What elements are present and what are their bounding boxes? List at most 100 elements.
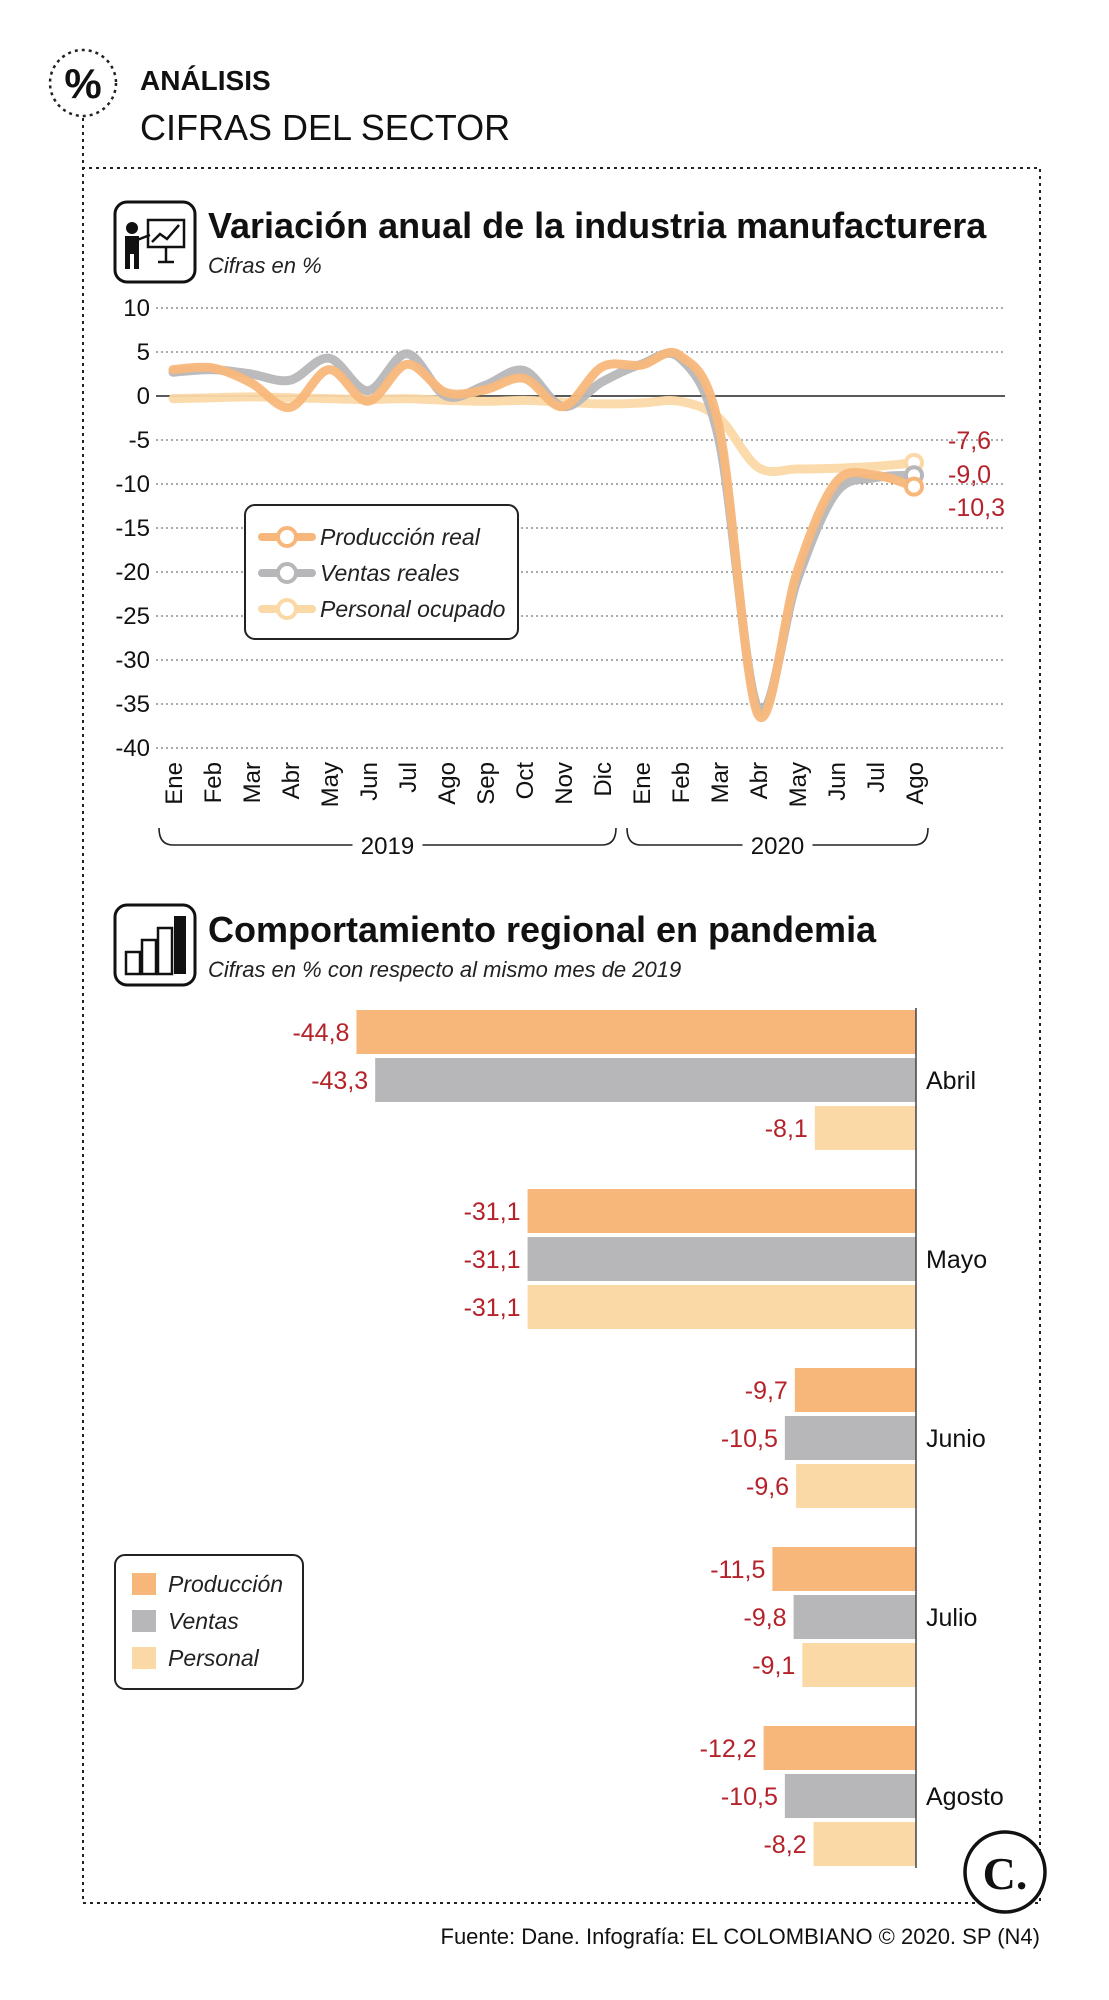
value-produccion-junio: -9,7 — [745, 1377, 788, 1405]
x-tick-label: Jun — [356, 762, 383, 801]
x-tick-label: Mar — [707, 762, 734, 803]
value-personal-julio: -9,1 — [752, 1652, 795, 1680]
y-tick-label: -30 — [115, 647, 150, 674]
legend-swatch — [132, 1647, 156, 1669]
x-tick-label: Ene — [161, 762, 188, 805]
x-tick-label: May — [785, 762, 812, 807]
year-bracket-right — [422, 827, 617, 846]
y-tick-label: -25 — [115, 603, 150, 630]
bar-produccion-mayo — [527, 1189, 916, 1233]
bar-value-labels: -44,8 -43,3 -8,1 -31,1 -31,1 -31,1 -9,7 -10,5 -9… — [292, 1019, 807, 1859]
y-tick-label: -5 — [129, 427, 150, 454]
bar-chart: -44,8 -43,3 -8,1 -31,1 -31,1 -31,1 -9,7 -10,5 -9… — [114, 1008, 1004, 1868]
value-produccion-agosto: -12,2 — [700, 1735, 757, 1763]
year-label: 2020 — [751, 833, 804, 860]
bars — [356, 1010, 917, 1866]
bar-chart-title: Comportamiento regional en pandemia — [208, 909, 877, 950]
value-ventas-agosto: -10,5 — [721, 1783, 778, 1811]
x-tick-label: Dic — [590, 762, 617, 797]
logo-text: C. — [983, 1848, 1028, 1899]
year-bracket-left — [158, 827, 353, 846]
ventas-end-label: -9,0 — [948, 461, 991, 489]
legend-marker — [276, 598, 298, 620]
month-label-mayo: Mayo — [926, 1246, 987, 1274]
legend-swatch — [132, 1573, 156, 1595]
x-tick-label: Oct — [512, 762, 539, 800]
value-personal-abril: -8,1 — [765, 1115, 808, 1143]
value-ventas-abril: -43,3 — [311, 1067, 368, 1095]
x-tick-label: Jul — [863, 762, 890, 793]
bar-chart-subtitle: Cifras en % con respecto al mismo mes de… — [208, 957, 681, 982]
value-ventas-julio: -9,8 — [744, 1604, 787, 1632]
month-label-agosto: Agosto — [926, 1783, 1004, 1811]
bar-legend: Producción Ventas Personal — [114, 1554, 304, 1690]
bar-produccion-abril — [356, 1010, 916, 1054]
x-tick-label: Sep — [473, 762, 500, 805]
legend-label: Ventas — [168, 1608, 239, 1634]
value-produccion-abril: -44,8 — [292, 1019, 349, 1047]
series-lines — [168, 347, 924, 722]
x-tick-label: Feb — [668, 762, 695, 803]
y-tick-label: 5 — [137, 339, 150, 366]
y-tick-label: -10 — [115, 471, 150, 498]
value-personal-agosto: -8,2 — [763, 1831, 806, 1859]
x-tick-label: Mar — [239, 762, 266, 803]
bar-legend-personal: Personal — [132, 1645, 260, 1671]
page-title: CIFRAS DEL SECTOR — [140, 107, 510, 148]
x-tick-label: Feb — [200, 762, 227, 803]
x-tick-label: May — [317, 762, 344, 807]
value-ventas-junio: -10,5 — [721, 1425, 778, 1453]
line-chart-subtitle: Cifras en % — [208, 253, 322, 278]
value-personal-mayo: -31,1 — [464, 1294, 521, 1322]
bar-growth-icon-glyph — [124, 916, 186, 976]
legend-marker — [276, 562, 298, 584]
legend-label: Personal ocupado — [320, 596, 506, 622]
x-tick-labels: Ene Feb Mar Abr May Jun Jul Ago Sep Oct Nov Dic Ene F… — [161, 762, 929, 808]
bar-legend-box — [114, 1554, 304, 1690]
y-tick-label: 10 — [123, 295, 150, 322]
bar-produccion-agosto — [763, 1726, 916, 1770]
line-chart-header: Variación anual de la industria manufact… — [113, 200, 987, 284]
line-legend: Producción real Ventas reales Personal ocu… — [244, 504, 519, 640]
legend-personal: Personal ocupado — [258, 596, 506, 622]
bar-ventas-agosto — [784, 1774, 916, 1818]
y-tick-label: -20 — [115, 559, 150, 586]
legend-label: Producción real — [320, 524, 481, 550]
end-value-labels: -7,6 -9,0 -10,3 — [948, 427, 1005, 522]
bar-ventas-abril — [375, 1058, 917, 1102]
bar-personal-agosto — [813, 1822, 916, 1866]
y-tick-label: -35 — [115, 691, 150, 718]
y-tick-label: -40 — [115, 735, 150, 762]
bar-legend-produccion: Producción — [132, 1571, 283, 1597]
x-tick-label: Ene — [629, 762, 656, 805]
legend-marker — [276, 526, 298, 548]
year-label: 2019 — [361, 833, 414, 860]
month-label-julio: Julio — [926, 1604, 977, 1632]
x-tick-label: Abr — [278, 762, 305, 799]
logo: C. — [963, 1830, 1047, 1914]
value-ventas-mayo: -31,1 — [464, 1246, 521, 1274]
x-tick-label: Nov — [551, 762, 578, 805]
bar-personal-julio — [802, 1643, 916, 1687]
bar-produccion-julio — [772, 1547, 916, 1591]
y-tick-labels: 10 5 0 -5 -10 -15 -20 -25 -30 -35 -40 — [115, 295, 150, 762]
x-tick-label: Ago — [902, 762, 929, 805]
y-tick-label: 0 — [137, 383, 150, 410]
legend-label: Personal — [168, 1645, 260, 1671]
bar-personal-mayo — [527, 1285, 916, 1329]
x-tick-label: Jul — [395, 762, 422, 793]
year-brackets: 2019 2020 — [158, 827, 929, 860]
month-labels: Abril Mayo Junio Julio Agosto — [926, 1067, 1004, 1811]
value-personal-junio: -9,6 — [746, 1473, 789, 1501]
bar-personal-junio — [796, 1464, 916, 1508]
value-produccion-julio: -11,5 — [710, 1556, 765, 1584]
x-tick-label: Jun — [824, 762, 851, 801]
legend-produccion: Producción real — [258, 524, 481, 550]
y-tick-label: -15 — [115, 515, 150, 542]
bar-ventas-julio — [793, 1595, 916, 1639]
legend-label: Producción — [168, 1571, 283, 1597]
bar-personal-abril — [814, 1106, 916, 1150]
x-tick-label: Abr — [746, 762, 773, 799]
legend-swatch — [132, 1610, 156, 1632]
